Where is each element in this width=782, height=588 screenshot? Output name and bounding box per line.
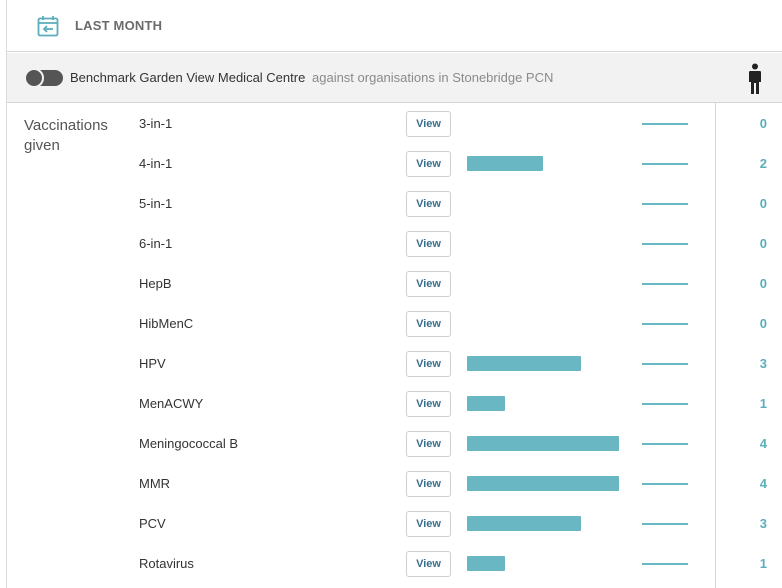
vaccinations-panel: LAST MONTH Benchmark Garden View Medical… [6,0,782,588]
list-item: MenACWY View 1 [7,384,782,424]
list-item: PCV View 3 [7,504,782,544]
count-value[interactable]: 4 [759,476,767,491]
count-column-divider [715,103,716,588]
list-item: HepB View 0 [7,264,782,304]
benchmark-line [642,323,688,325]
vaccine-label: Rotavirus [139,556,194,571]
vaccine-label: 5-in-1 [139,196,173,211]
count-bar [467,356,581,371]
vaccine-label: 3-in-1 [139,116,173,131]
view-button[interactable]: View [406,551,451,577]
vaccine-label: HPV [139,356,166,371]
count-bar [467,156,543,171]
view-button[interactable]: View [406,511,451,537]
list-item: HPV View 3 [7,344,782,384]
count-value[interactable]: 1 [759,556,767,571]
benchmark-line [642,203,688,205]
vaccine-label: 4-in-1 [139,156,173,171]
list-item: 4-in-1 View 2 [7,144,782,184]
list-item: Meningococcal B View 4 [7,424,782,464]
vaccine-label: MMR [139,476,171,491]
count-value[interactable]: 0 [759,236,767,251]
view-button[interactable]: View [406,391,451,417]
vaccine-label: 6-in-1 [139,236,173,251]
section-title: Vaccinations given [24,117,108,154]
view-button[interactable]: View [406,111,451,137]
view-button[interactable]: View [406,151,451,177]
benchmark-line [642,363,688,365]
view-button[interactable]: View [406,311,451,337]
count-bar [467,556,505,571]
count-value[interactable]: 0 [759,276,767,291]
count-bar [467,396,505,411]
count-value[interactable]: 4 [759,436,767,451]
benchmark-line [642,443,688,445]
list-item: MMR View 4 [7,464,782,504]
view-button[interactable]: View [406,351,451,377]
benchmark-line [642,483,688,485]
view-button[interactable]: View [406,191,451,217]
benchmark-line [642,163,688,165]
benchmark-line [642,563,688,565]
list-item: 5-in-1 View 0 [7,184,782,224]
count-value[interactable]: 2 [759,156,767,171]
count-value[interactable]: 0 [759,196,767,211]
vaccine-label: Meningococcal B [139,436,238,451]
view-button[interactable]: View [406,231,451,257]
toggle-knob [24,68,44,88]
list-item: 6-in-1 View 0 [7,224,782,264]
benchmark-line [642,123,688,125]
view-button[interactable]: View [406,431,451,457]
vaccine-label: MenACWY [139,396,204,411]
count-value[interactable]: 3 [759,356,767,371]
vaccine-label: HepB [139,276,172,291]
benchmark-line [642,403,688,405]
period-header: LAST MONTH [7,0,782,52]
count-value[interactable]: 0 [759,116,767,131]
person-icon [747,63,763,95]
benchmark-practice-label: Benchmark Garden View Medical Centre [70,70,306,85]
calendar-back-icon[interactable] [37,15,59,37]
benchmark-bar: Benchmark Garden View Medical Centre aga… [7,53,782,103]
list-item: Rotavirus View 1 [7,544,782,584]
vaccine-label: PCV [139,516,166,531]
vaccine-label: HibMenC [139,316,194,331]
benchmark-line [642,523,688,525]
view-button[interactable]: View [406,471,451,497]
benchmark-comparison-label: against organisations in Stonebridge PCN [312,70,554,85]
count-value[interactable]: 0 [759,316,767,331]
benchmark-line [642,283,688,285]
count-value[interactable]: 1 [759,396,767,411]
list-item: 3-in-1 View 0 [7,104,782,144]
view-button[interactable]: View [406,271,451,297]
benchmark-line [642,243,688,245]
count-bar [467,476,619,491]
count-value[interactable]: 3 [759,516,767,531]
list-item: HibMenC View 0 [7,304,782,344]
period-label[interactable]: LAST MONTH [75,18,163,33]
benchmark-toggle[interactable] [24,68,63,88]
count-bar [467,516,581,531]
count-bar [467,436,619,451]
